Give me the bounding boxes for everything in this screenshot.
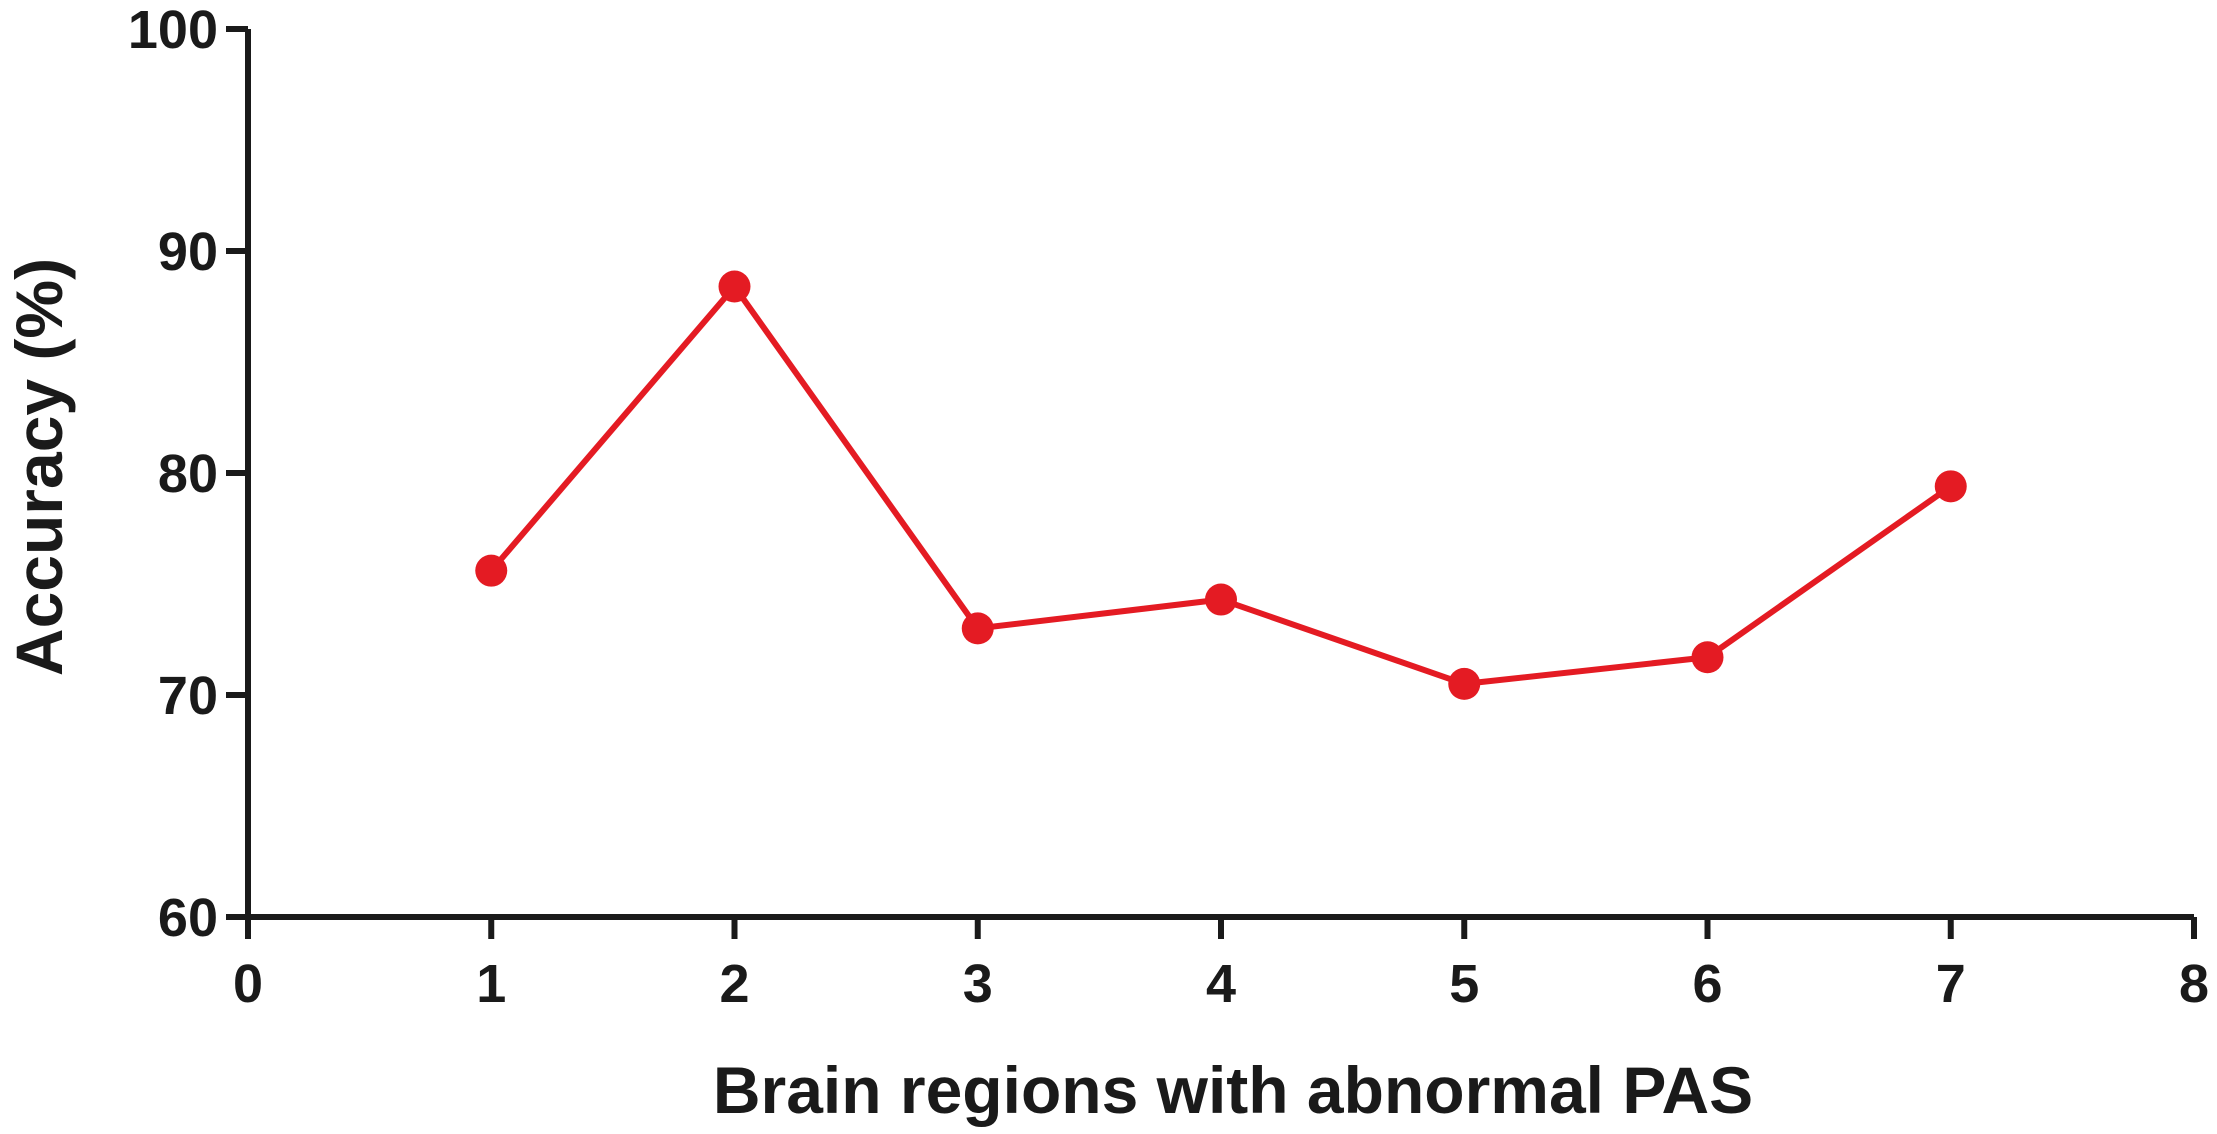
y-axis-ticks: 60 70 80 90 100: [128, 0, 248, 948]
x-tick-label: 1: [476, 954, 506, 1014]
y-tick-label: 90: [158, 222, 218, 282]
x-tick-label: 2: [719, 954, 749, 1014]
axes-frame: [245, 29, 2194, 920]
data-point: [718, 270, 751, 303]
series-line: [488, 283, 1953, 687]
x-tick-label: 4: [1206, 954, 1236, 1014]
x-tick-label: 5: [1449, 954, 1479, 1014]
x-tick-label: 8: [2179, 954, 2209, 1014]
x-tick-label: 3: [963, 954, 993, 1014]
x-tick-label: 7: [1936, 954, 1966, 1014]
x-tick-label: 0: [233, 954, 263, 1014]
data-point: [1691, 641, 1724, 674]
x-tick-label: 6: [1692, 954, 1722, 1014]
y-tick-label: 80: [158, 444, 218, 504]
data-point: [1448, 667, 1481, 700]
x-axis-ticks: 0 1 2 3 4 5 6 7 8: [233, 917, 2209, 1014]
y-tick-label: 100: [128, 0, 218, 60]
data-point: [1205, 583, 1237, 616]
data-point: [961, 612, 994, 645]
x-axis-title: Brain regions with abnormal PAS: [713, 1053, 1753, 1127]
data-point: [475, 554, 508, 587]
y-tick-label: 60: [158, 888, 218, 948]
data-point: [1934, 470, 1967, 503]
series-group: [475, 270, 1967, 700]
y-tick-label: 70: [158, 666, 218, 726]
y-axis-title: Accuracy (%): [2, 258, 76, 676]
